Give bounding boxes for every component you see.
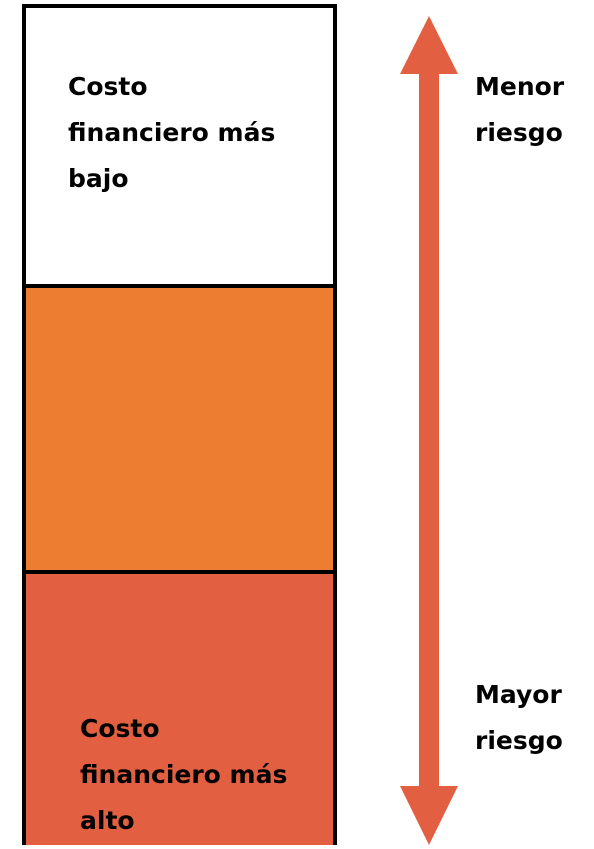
block-text: Costo	[80, 714, 160, 743]
block-text: bajo	[68, 164, 129, 193]
risk-arrow	[400, 16, 458, 845]
arrow-label: Mayor	[475, 680, 562, 709]
block-text: financiero más	[68, 118, 275, 147]
mid-block	[22, 284, 337, 574]
high-cost-block	[22, 570, 337, 849]
block-text: alto	[80, 806, 135, 835]
block-text: Costo	[68, 72, 148, 101]
block-text: financiero más	[80, 760, 287, 789]
low-cost-block	[22, 4, 337, 288]
arrow-label: riesgo	[475, 726, 563, 755]
arrow-label: riesgo	[475, 118, 563, 147]
arrow-label: Menor	[475, 72, 565, 101]
